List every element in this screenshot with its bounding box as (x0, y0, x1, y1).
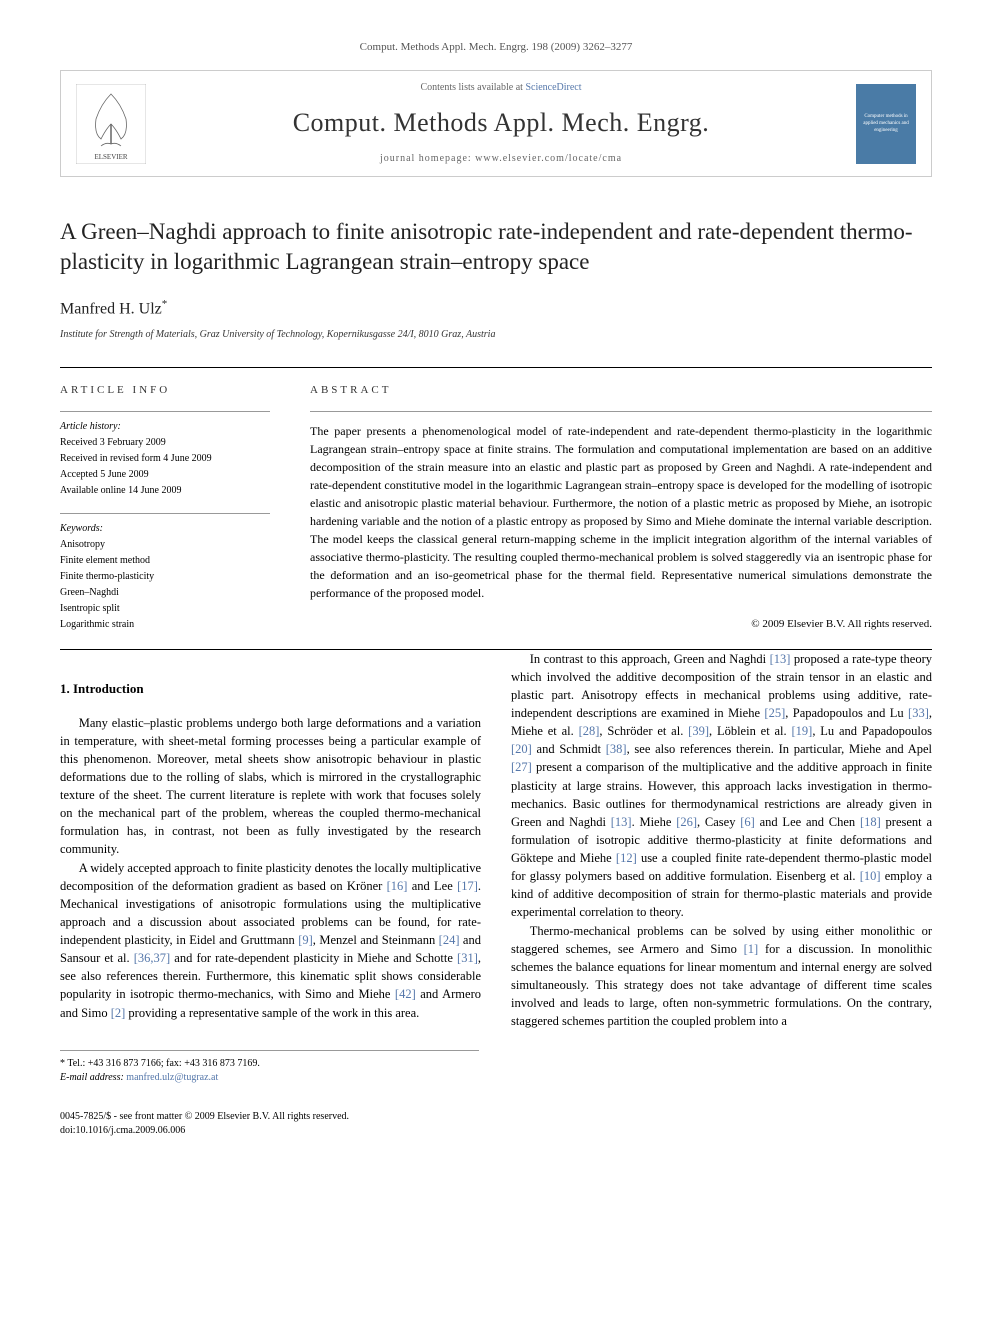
citation-link[interactable]: [12] (616, 851, 637, 865)
contents-prefix: Contents lists available at (420, 82, 525, 93)
footnote-block: * Tel.: +43 316 873 7166; fax: +43 316 8… (60, 1050, 479, 1085)
footnote-email-line: E-mail address: manfred.ulz@tugraz.at (60, 1071, 479, 1085)
citation-link[interactable]: [25] (764, 706, 785, 720)
email-label: E-mail address: (60, 1072, 124, 1083)
abstract-text: The paper presents a phenomenological mo… (310, 422, 932, 602)
keyword-item: Logarithmic strain (60, 618, 270, 632)
footnote-tel: Tel.: +43 316 873 7166; fax: +43 316 873… (67, 1058, 260, 1069)
journal-name: Comput. Methods Appl. Mech. Engrg. (166, 105, 836, 141)
article-title: A Green–Naghdi approach to finite anisot… (60, 217, 932, 277)
citation-link[interactable]: [13] (611, 815, 632, 829)
citation-link[interactable]: [26] (676, 815, 697, 829)
citation-link[interactable]: [38] (606, 742, 627, 756)
keyword-item: Isentropic split (60, 602, 270, 616)
body-text: In contrast to this approach, Green and … (530, 652, 770, 666)
keyword-item: Anisotropy (60, 538, 270, 552)
sciencedirect-link[interactable]: ScienceDirect (525, 82, 581, 93)
journal-cover-thumbnail: Computer methods in applied mechanics an… (856, 84, 916, 164)
body-paragraph: Many elastic–plastic problems undergo bo… (60, 714, 481, 859)
body-text: and Lee and Chen (755, 815, 860, 829)
citation-link[interactable]: [28] (579, 724, 600, 738)
citation-link[interactable]: [36,37] (134, 951, 170, 965)
citation-link[interactable]: [18] (860, 815, 881, 829)
footnote-line: * Tel.: +43 316 873 7166; fax: +43 316 8… (60, 1057, 479, 1071)
body-text: and Schmidt (532, 742, 606, 756)
journal-header-box: ELSEVIER Contents lists available at Sci… (60, 70, 932, 176)
article-info-block: ARTICLE INFO Article history: Received 3… (60, 383, 270, 633)
citation-link[interactable]: [27] (511, 760, 532, 774)
footer-block: 0045-7825/$ - see front matter © 2009 El… (60, 1110, 932, 1138)
citation-link[interactable]: [16] (387, 879, 408, 893)
body-text: , Löblein et al. (709, 724, 792, 738)
elsevier-logo: ELSEVIER (76, 84, 146, 164)
citation-link[interactable]: [10] (860, 869, 881, 883)
body-text: , Menzel and Steinmann (313, 933, 439, 947)
abstract-block: ABSTRACT The paper presents a phenomenol… (310, 383, 932, 633)
svg-text:ELSEVIER: ELSEVIER (94, 153, 127, 161)
info-abstract-row: ARTICLE INFO Article history: Received 3… (60, 368, 932, 648)
abstract-copyright: © 2009 Elsevier B.V. All rights reserved… (310, 617, 932, 632)
citation-link[interactable]: [13] (770, 652, 791, 666)
elsevier-tree-icon: ELSEVIER (76, 84, 146, 164)
body-text: . Miehe (632, 815, 677, 829)
keywords-label: Keywords: (60, 522, 270, 536)
abstract-heading: ABSTRACT (310, 383, 932, 398)
body-paragraph: Thermo-mechanical problems can be solved… (511, 922, 932, 1031)
citation-link[interactable]: [9] (298, 933, 313, 947)
author-marker: * (162, 298, 168, 310)
header-center: Contents lists available at ScienceDirec… (166, 81, 836, 165)
citation-link[interactable]: [33] (908, 706, 929, 720)
author-text: Manfred H. Ulz (60, 300, 162, 317)
footer-line-2: doi:10.1016/j.cma.2009.06.006 (60, 1124, 932, 1138)
citation-link[interactable]: [1] (744, 942, 759, 956)
email-link[interactable]: manfred.ulz@tugraz.at (126, 1072, 218, 1083)
article-info-heading: ARTICLE INFO (60, 383, 270, 398)
footnote-marker: * (60, 1058, 65, 1069)
homepage-prefix: journal homepage: (380, 153, 475, 164)
citation-link[interactable]: [42] (395, 987, 416, 1001)
footer-line-1: 0045-7825/$ - see front matter © 2009 El… (60, 1110, 932, 1124)
keywords-block: Keywords: Anisotropy Finite element meth… (60, 513, 270, 632)
history-item: Accepted 5 June 2009 (60, 468, 270, 482)
citation-link[interactable]: [31] (457, 951, 478, 965)
citation-link[interactable]: [19] (791, 724, 812, 738)
info-divider (60, 411, 270, 412)
body-paragraph: In contrast to this approach, Green and … (511, 650, 932, 922)
author-affiliation: Institute for Strength of Materials, Gra… (60, 328, 932, 342)
body-text: and for rate-dependent plasticity in Mie… (170, 951, 457, 965)
author-name: Manfred H. Ulz* (60, 297, 932, 321)
body-text: and Lee (407, 879, 457, 893)
section-1-heading: 1. Introduction (60, 680, 481, 699)
citation-link[interactable]: [39] (688, 724, 709, 738)
citation-link[interactable]: [20] (511, 742, 532, 756)
citation-link[interactable]: [17] (457, 879, 478, 893)
citation-link[interactable]: [6] (740, 815, 755, 829)
history-label: Article history: (60, 420, 270, 434)
body-text: providing a representative sample of the… (125, 1006, 419, 1020)
citation-link[interactable]: [24] (439, 933, 460, 947)
body-text: , Papadopoulos and Lu (785, 706, 908, 720)
contents-line: Contents lists available at ScienceDirec… (166, 81, 836, 95)
keyword-item: Green–Naghdi (60, 586, 270, 600)
body-text-columns: 1. Introduction Many elastic–plastic pro… (60, 650, 932, 1031)
keyword-item: Finite element method (60, 554, 270, 568)
cover-text: Computer methods in applied mechanics an… (860, 113, 912, 134)
body-paragraph: A widely accepted approach to finite pla… (60, 859, 481, 1022)
homepage-line: journal homepage: www.elsevier.com/locat… (166, 152, 836, 166)
homepage-url: www.elsevier.com/locate/cma (475, 153, 622, 164)
body-text: , Casey (697, 815, 740, 829)
body-text: , see also references therein. In partic… (627, 742, 932, 756)
history-item: Received in revised form 4 June 2009 (60, 452, 270, 466)
journal-reference: Comput. Methods Appl. Mech. Engrg. 198 (… (60, 40, 932, 55)
keyword-item: Finite thermo-plasticity (60, 570, 270, 584)
body-text: , Lu and Papadopoulos (812, 724, 932, 738)
abstract-divider (310, 411, 932, 412)
body-text: , Schröder et al. (599, 724, 688, 738)
history-item: Received 3 February 2009 (60, 436, 270, 450)
history-item: Available online 14 June 2009 (60, 484, 270, 498)
citation-link[interactable]: [2] (111, 1006, 126, 1020)
